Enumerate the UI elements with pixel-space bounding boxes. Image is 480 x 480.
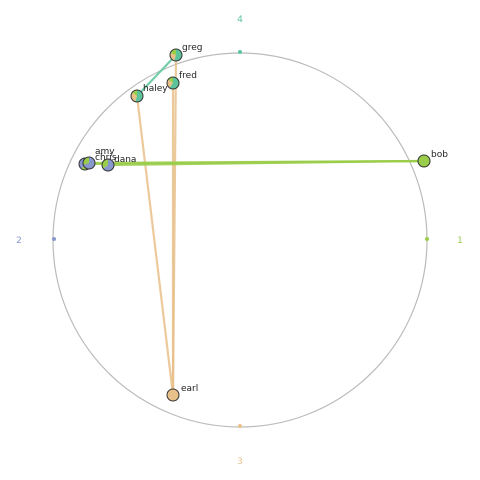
node-dana: dana: [101, 155, 136, 172]
node-chris: chris: [82, 153, 117, 170]
node-slice-dana-cat2: [103, 159, 114, 171]
edges-layer: [83, 53, 426, 397]
node-label-dana: dana: [114, 155, 136, 165]
node-label-chris: chris: [95, 153, 117, 163]
anchor-dot-4: [238, 50, 242, 54]
node-haley: haley: [130, 84, 168, 103]
anchor-dot-2: [52, 237, 56, 241]
node-outline-earl: [166, 388, 180, 402]
edge-greg-haley: [135, 53, 178, 98]
node-label-earl: earl: [181, 384, 198, 394]
node-slice-chris-cat1: [83, 157, 89, 165]
node-outline-dana: [101, 158, 115, 172]
node-label-bob: bob: [431, 150, 448, 160]
node-outline-greg: [169, 48, 183, 62]
node-greg: greg: [169, 43, 202, 62]
node-slice-bob-cat1: [418, 155, 430, 167]
node-slice-haley-cat4: [135, 90, 143, 102]
node-slice-greg-cat4: [174, 49, 182, 61]
anchor-label-4: 4: [237, 15, 243, 25]
anchors-layer: 1 2 3 4: [16, 15, 463, 467]
node-slice-fred-cat4: [169, 77, 179, 89]
node-outline-bob: [417, 154, 431, 168]
node-bob: bob: [417, 150, 448, 168]
node-label-haley: haley: [143, 84, 168, 94]
node-slice-chris-cat2: [83, 157, 96, 169]
node-fred: fred: [166, 71, 197, 90]
node-label-fred: fred: [179, 71, 197, 81]
node-outline-fred: [166, 76, 180, 90]
node-slice-greg-cat1: [170, 49, 176, 55]
anchor-label-1: 1: [457, 236, 463, 246]
anchor-dot-3: [238, 424, 242, 428]
anchor-label-3: 3: [237, 457, 243, 467]
node-earl: earl: [166, 384, 198, 402]
node-outline-haley: [130, 89, 144, 103]
edge-haley-earl: [135, 94, 175, 397]
edge-dana-bob: [106, 159, 426, 167]
node-label-amy: amy: [95, 147, 115, 157]
anchor-label-2: 2: [16, 236, 22, 246]
node-slice-fred-cat3: [166, 79, 173, 88]
node-label-greg: greg: [182, 43, 202, 53]
node-outline-chris: [82, 156, 96, 170]
boundary-circle: [52, 52, 428, 428]
anchor-dot-1: [425, 237, 429, 241]
node-slice-earl-cat3: [167, 389, 179, 401]
